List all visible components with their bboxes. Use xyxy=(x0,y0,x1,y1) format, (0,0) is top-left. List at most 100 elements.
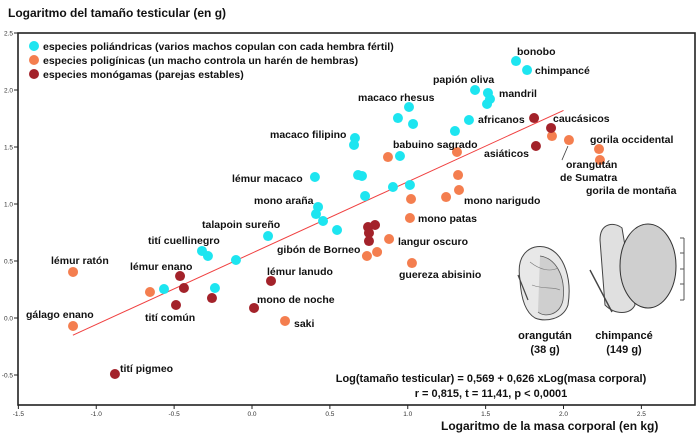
point-label: mono araña xyxy=(254,195,314,207)
x-tick-label: 2.5 xyxy=(637,411,646,418)
data-point xyxy=(372,246,383,257)
data-point xyxy=(382,152,393,163)
point-label: talapoin sureño xyxy=(202,219,280,231)
data-point xyxy=(109,368,120,379)
data-point xyxy=(68,266,79,277)
point-label: chimpancé xyxy=(535,65,590,77)
point-label: tití común xyxy=(145,312,195,324)
point-label: saki xyxy=(294,318,315,330)
data-point xyxy=(406,258,417,269)
data-point xyxy=(449,126,460,137)
x-tick-label: 2.0 xyxy=(559,411,568,418)
data-point xyxy=(178,283,189,294)
y-tick-label: -0.5 xyxy=(2,373,14,380)
data-point xyxy=(529,113,540,124)
regression-equation: Log(tamaño testicular) = 0,569 + 0,626 x… xyxy=(336,373,647,385)
regression-line xyxy=(72,109,564,336)
data-point xyxy=(594,144,605,155)
data-point xyxy=(309,171,320,182)
data-point xyxy=(510,56,521,67)
data-point xyxy=(546,131,557,142)
point-label: babuino sagrado xyxy=(393,139,478,151)
point-label: caucásicos xyxy=(553,113,610,125)
data-point xyxy=(249,302,260,313)
point-label: lémur enano xyxy=(130,261,192,273)
y-tick-label: 2.5 xyxy=(4,31,13,38)
data-point xyxy=(403,101,414,112)
point-label: lémur lanudo xyxy=(267,266,333,278)
orangutan-testis-illustration xyxy=(517,246,570,321)
point-label: gibón de Borneo xyxy=(277,244,360,256)
y-tick-label: 2.0 xyxy=(4,88,13,95)
point-label: mono narigudo xyxy=(464,195,540,207)
point-label: macaco filipino xyxy=(270,129,346,141)
data-point xyxy=(392,113,403,124)
legend-marker xyxy=(29,69,39,79)
data-point xyxy=(230,254,241,265)
x-tick-label: 1.0 xyxy=(403,411,412,418)
x-tick-label: 0.5 xyxy=(325,411,334,418)
data-point xyxy=(209,283,220,294)
point-label: gorila de montaña xyxy=(586,185,677,197)
point-label: guereza abisinio xyxy=(399,269,481,281)
point-label: gorila occidental xyxy=(590,134,674,146)
x-tick-label: 1.5 xyxy=(481,411,490,418)
data-point xyxy=(175,271,186,282)
data-point xyxy=(144,287,155,298)
data-point xyxy=(384,233,395,244)
plot-frame xyxy=(17,32,696,406)
data-point xyxy=(451,147,462,158)
y-axis-label: Logaritmo del tamaño testicular (en g) xyxy=(8,6,227,20)
data-point xyxy=(363,236,374,247)
data-point xyxy=(360,191,371,202)
data-point xyxy=(470,85,481,95)
point-label: mono de noche xyxy=(257,294,335,306)
data-point xyxy=(530,140,541,151)
data-point xyxy=(408,118,419,129)
x-tick-label: 0.0 xyxy=(247,411,256,418)
point-label: macaco rhesus xyxy=(358,92,435,104)
point-label: africanos xyxy=(478,114,525,126)
data-point xyxy=(332,224,343,235)
legend: especies poliándricas (varios machos cop… xyxy=(29,41,394,81)
data-point xyxy=(318,215,329,226)
data-point xyxy=(482,99,493,110)
chimpanzee-caption: chimpancé xyxy=(595,330,652,342)
label-leader-line xyxy=(561,145,569,161)
data-point xyxy=(394,151,405,162)
data-point xyxy=(546,122,557,133)
point-label: orangután xyxy=(566,159,617,171)
data-point xyxy=(453,170,464,181)
data-point xyxy=(441,192,452,203)
point-label: mono patas xyxy=(418,213,477,225)
data-point xyxy=(159,284,170,295)
legend-marker xyxy=(29,41,39,51)
data-point xyxy=(266,275,277,286)
y-tick-label: 1.0 xyxy=(4,202,13,209)
chimpanzee-testis-illustration xyxy=(589,223,685,313)
x-tick-label: -0.5 xyxy=(169,411,181,418)
regression-statistics: r = 0,815, t = 11,41, p < 0,0001 xyxy=(415,388,568,400)
point-label: tití cuellinegro xyxy=(148,235,220,247)
data-point xyxy=(463,114,474,125)
data-point xyxy=(594,154,605,165)
point-label: bonobo xyxy=(517,46,555,58)
data-point xyxy=(280,315,291,326)
data-point xyxy=(453,184,464,195)
data-point xyxy=(170,300,181,311)
data-point xyxy=(263,231,274,242)
point-label: asiáticos xyxy=(484,148,529,160)
data-point xyxy=(404,213,415,224)
legend-entry: especies poligínicas (un macho controla … xyxy=(43,55,358,67)
point-label: mandril xyxy=(499,88,537,100)
data-point xyxy=(370,219,381,230)
chimpanzee-weight: (149 g) xyxy=(606,344,642,356)
data-point xyxy=(361,250,372,261)
legend-entry: especies poliándricas (varios machos cop… xyxy=(43,41,394,53)
data-point xyxy=(363,227,374,238)
x-tick-label: -1.5 xyxy=(13,411,25,418)
point-label: lémur macaco xyxy=(232,173,303,185)
y-tick-label: 1.5 xyxy=(4,145,13,152)
data-point xyxy=(522,65,533,76)
